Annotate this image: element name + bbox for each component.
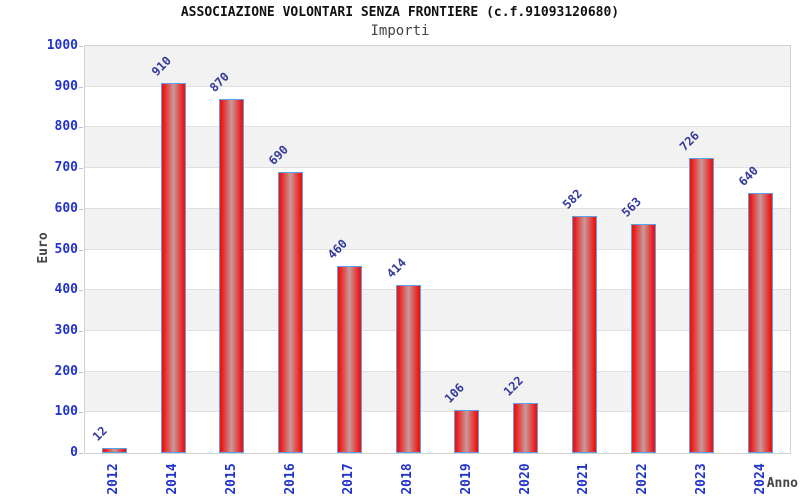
bar-value-label: 640 [735,163,762,189]
y-tick-label: 800 [54,119,78,135]
x-tick-label: 2022 [635,463,650,495]
bar-2021 [572,216,597,453]
gridline [85,207,790,209]
bar-2020 [513,403,538,453]
bar-value-label: 12 [89,423,110,444]
x-tick-label: 2021 [576,463,591,495]
x-tick-label: 2012 [106,463,121,495]
bar-value-label: 690 [265,142,292,168]
x-tick-label: 2017 [341,463,356,495]
y-tick-label: 400 [54,282,78,298]
bar-value-label: 910 [148,53,175,79]
grid-band [85,371,790,413]
bar-value-label: 122 [500,373,527,399]
y-tick-label: 700 [54,160,78,176]
y-tick-label: 900 [54,78,78,94]
plot-bands [85,46,790,453]
y-tick-label: 200 [54,363,78,379]
x-tick-label: 2019 [459,463,474,495]
bar-2017 [337,266,362,453]
bar-2019 [454,410,479,453]
grid-band [85,168,790,209]
bar-2024 [748,193,773,453]
gridline [85,85,790,87]
bar-2023 [689,158,714,453]
bar-value-label: 870 [206,69,233,95]
y-tick-mark [79,453,83,454]
chart-subtitle: Importi [370,23,430,39]
gridline [85,329,790,331]
grid-band [85,208,790,250]
bar-2015 [219,99,244,453]
x-tick-label: 2020 [518,463,533,495]
bar-2012 [102,448,127,453]
x-tick-label: 2014 [165,463,180,495]
y-tick-mark [79,208,83,210]
bar-2014 [161,83,186,453]
bar-value-label: 582 [559,186,586,212]
gridline [85,411,790,413]
y-tick-mark [79,290,83,292]
y-tick-label: 1000 [46,38,78,53]
grid-band [85,412,790,453]
y-tick-label: 600 [54,200,78,216]
x-axis-title: Anno [766,476,798,491]
y-tick-label: 100 [54,404,78,420]
gridline [85,248,790,250]
bar-value-label: 563 [618,194,645,220]
grid-band [85,127,790,169]
plot-gridlines [85,46,790,453]
y-tick-mark [79,86,83,88]
gridline [85,370,790,372]
bar-2016 [278,172,303,453]
y-tick-label: 300 [54,322,78,338]
y-tick-mark [79,412,83,414]
grid-band [85,46,790,87]
gridline [85,289,790,291]
bar-value-label: 414 [383,255,410,281]
y-tick-mark [79,46,83,47]
plot-area: 12 910 870 690 460 414 106 122 582 563 726 640 [84,45,791,454]
bar-2018 [396,285,421,453]
value-labels-layer: 12 910 870 690 460 414 106 122 582 563 726 640 [85,46,790,453]
x-tick-label: 2018 [400,463,415,495]
chart-title: ASSOCIAZIONE VOLONTARI SENZA FRONTIERE (… [180,5,620,20]
bar-value-label: 460 [324,236,351,262]
y-tick-mark [79,127,83,129]
y-tick-mark [79,330,83,332]
grid-band [85,249,790,291]
y-tick-mark [79,249,83,251]
grid-band [85,86,790,128]
y-tick-mark [79,371,83,373]
bars-layer [85,46,790,453]
grid-band [85,290,790,331]
grid-band [85,330,790,372]
gridline [85,126,790,128]
x-tick-label: 2016 [283,463,298,495]
gridline [85,167,790,169]
y-tick-label: 500 [54,241,78,257]
x-tick-label: 2015 [224,463,239,495]
bar-2022 [631,224,656,453]
y-tick-label: 0 [70,445,78,460]
y-tick-mark [79,168,83,170]
bar-value-label: 106 [441,380,468,406]
x-tick-label: 2023 [694,463,709,495]
bar-value-label: 726 [676,128,703,154]
